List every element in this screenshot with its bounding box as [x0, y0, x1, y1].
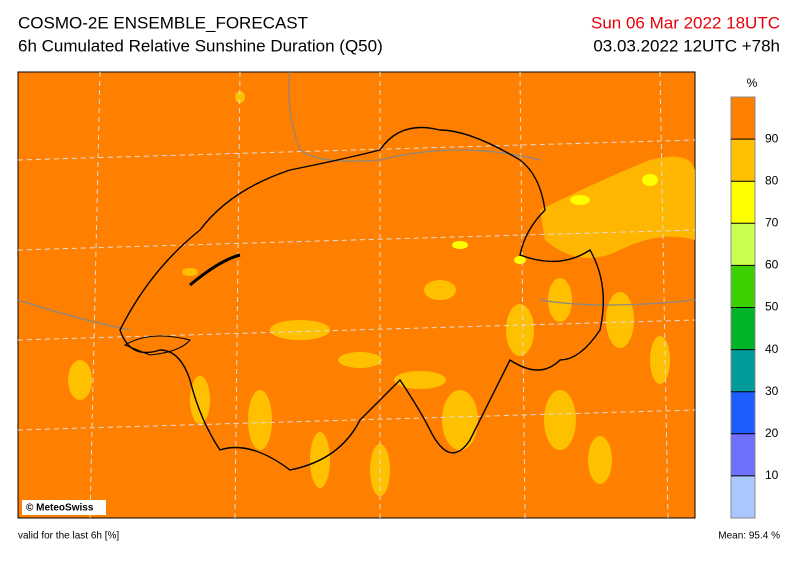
- tick-label: 90: [765, 131, 779, 145]
- graticule: [17, 71, 696, 519]
- color-segment: [731, 265, 755, 308]
- credit: © MeteoSwiss: [26, 503, 94, 514]
- tick-label: 10: [765, 468, 779, 482]
- color-segment: [731, 307, 755, 350]
- tick-label: 30: [765, 384, 779, 398]
- color-segment: [731, 97, 755, 140]
- footer-note: valid for the last 6h [%]: [18, 531, 119, 542]
- tick-label: 80: [765, 173, 779, 187]
- sunny-spots: [452, 174, 658, 264]
- map-background: [17, 71, 696, 519]
- tick-label: 60: [765, 258, 779, 272]
- colorbar: 10 20 30 40 50 60 70 80 90: [730, 96, 779, 519]
- color-segment: [731, 223, 755, 266]
- tick-label: 20: [765, 426, 779, 440]
- credit-box: [22, 500, 106, 515]
- footer-mean: Mean: 95.4 %: [718, 531, 780, 542]
- tick-label: 40: [765, 342, 779, 356]
- color-segment: [731, 391, 755, 434]
- sun-patches: [68, 91, 695, 496]
- tick-label: 70: [765, 215, 779, 229]
- color-segment: [731, 475, 755, 518]
- title: COSMO-2E ENSEMBLE_FORECAST: [18, 13, 308, 32]
- lake-neuchatel: [189, 253, 241, 287]
- country-borders: [17, 71, 696, 331]
- subtitle: 6h Cumulated Relative Sunshine Duration …: [18, 36, 383, 55]
- run-time: 03.03.2022 12UTC +78h: [593, 36, 780, 55]
- lake-geneva: [123, 335, 191, 356]
- switzerland-border: [119, 126, 604, 471]
- valid-time: Sun 06 Mar 2022 18UTC: [591, 13, 780, 32]
- color-segment: [731, 349, 755, 392]
- tick-label: 50: [765, 300, 779, 314]
- color-segment: [731, 139, 755, 182]
- color-segment: [731, 181, 755, 224]
- color-segment: [731, 433, 755, 476]
- legend-unit: %: [747, 76, 758, 90]
- map: © MeteoSwiss: [17, 71, 696, 519]
